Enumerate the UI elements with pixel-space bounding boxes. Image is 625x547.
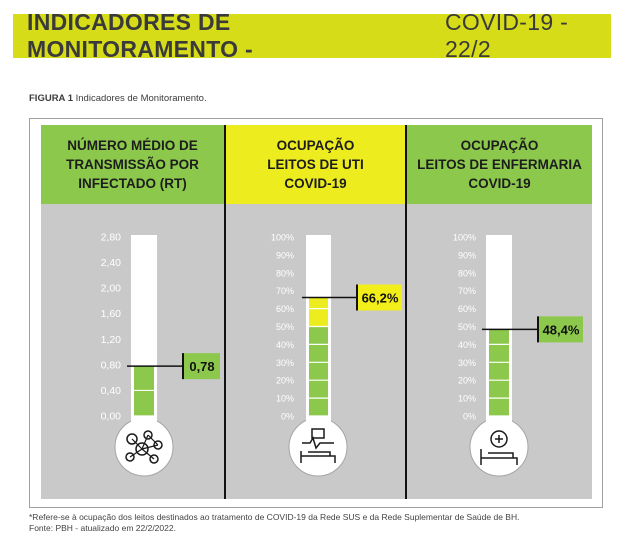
value-label-box xyxy=(539,316,583,343)
monitor-shape xyxy=(311,428,325,439)
tick-label: 80% xyxy=(276,268,294,278)
network-link xyxy=(131,438,143,450)
tick-label: 10% xyxy=(458,394,476,404)
thermometer-bulb xyxy=(114,417,174,477)
figure-label: FIGURA 1 xyxy=(29,93,73,104)
footnote-text: *Refere-se à ocupação dos leitos destina… xyxy=(29,512,520,522)
thermometer-bulb xyxy=(288,417,348,477)
tick-label: 40% xyxy=(458,340,476,350)
tick-label: 30% xyxy=(458,358,476,368)
value-label-box xyxy=(184,353,220,380)
tick-label: 50% xyxy=(276,322,294,332)
value-label: 48,4% xyxy=(543,322,580,337)
banner-title-bold: INDICADORES DE MONITORAMENTO - xyxy=(27,9,253,62)
tick-label: 100% xyxy=(453,233,476,243)
tick-label: 10% xyxy=(276,394,294,404)
network-link xyxy=(147,434,159,446)
panel-title-line: OCUPAÇÃO xyxy=(276,138,355,153)
tick-label: 30% xyxy=(276,358,294,368)
virus-node xyxy=(143,430,153,440)
cross-circle xyxy=(490,430,508,448)
enfermaria-thermometer-chart: 0% 10% 20% 30% 40% 50% 60% 70% 80% 90% 100% 48,4% xyxy=(453,233,583,477)
rt-thermometer-chart: 0,00 0,40 0,80 1,20 1,60 2,00 2,40 2,80 0,78 xyxy=(101,232,220,477)
thermometer-fill-segment xyxy=(309,297,328,327)
network-link xyxy=(129,448,143,458)
panel-title-line: OCUPAÇÃO xyxy=(460,138,539,153)
ward-bed-icon xyxy=(480,430,518,465)
figure-caption-text: Indicadores de Monitoramento. xyxy=(75,93,207,104)
virus-node xyxy=(135,442,149,456)
tick-label: 1,60 xyxy=(101,308,122,320)
heartbeat-line xyxy=(302,436,334,450)
panel-title-line: INFECTADO (RT) xyxy=(78,176,187,191)
value-label: 0,78 xyxy=(189,359,214,374)
tick-label: 20% xyxy=(276,376,294,386)
tick-label: 60% xyxy=(458,304,476,314)
source-text: Fonte: PBH - atualizado em 22/2/2022. xyxy=(29,523,176,533)
tick-label: 70% xyxy=(276,286,294,296)
panel-title-line: LEITOS DE UTI xyxy=(267,157,364,172)
network-link xyxy=(141,448,155,460)
virus-network-icon xyxy=(125,430,163,464)
panel-title-line: NÚMERO MÉDIO DE xyxy=(67,138,198,153)
tick-label: 0,00 xyxy=(101,411,122,423)
virus-node xyxy=(126,433,138,445)
panel-title-line: COVID-19 xyxy=(468,176,531,191)
value-label: 66,2% xyxy=(362,291,399,306)
tick-label: 2,80 xyxy=(101,232,122,244)
medical-cross xyxy=(495,435,503,443)
panel-header-rt: NÚMERO MÉDIO DE TRANSMISSÃO POR INFECTAD… xyxy=(41,125,224,204)
panel-divider xyxy=(405,125,407,499)
page-banner: INDICADORES DE MONITORAMENTO - COVID-19 … xyxy=(13,9,611,62)
tick-label: 60% xyxy=(276,304,294,314)
tick-label: 20% xyxy=(458,376,476,386)
icu-bed-icon xyxy=(300,428,336,463)
bed-shape xyxy=(300,451,336,463)
uti-thermometer-chart: 0% 10% 20% 30% 40% 50% 60% 70% 80% 90% 100% 66,2% xyxy=(271,233,402,477)
tick-label: 1,20 xyxy=(101,334,122,346)
value-label-box xyxy=(358,284,402,311)
banner-title-date: COVID-19 - 22/2 xyxy=(444,9,569,62)
tick-label: 0% xyxy=(463,412,476,422)
panel-title-line: LEITOS DE ENFERMARIA xyxy=(417,157,582,172)
tick-label: 90% xyxy=(276,250,294,260)
virus-node xyxy=(149,454,159,464)
tick-label: 40% xyxy=(276,340,294,350)
figure-caption: FIGURA 1 Indicadores de Monitoramento. xyxy=(29,93,207,104)
tick-label: 2,40 xyxy=(101,257,122,269)
network-link xyxy=(141,434,149,450)
bed-shape xyxy=(480,449,518,465)
thermometer-fill-segment xyxy=(489,329,509,416)
panel-title-line: TRANSMISSÃO POR xyxy=(66,157,199,172)
panel-header-uti: OCUPAÇÃO LEITOS DE UTI COVID-19 xyxy=(226,125,405,204)
virus-node xyxy=(153,440,163,450)
figure-frame xyxy=(29,118,603,508)
tick-label: 70% xyxy=(458,286,476,296)
tick-label: 2,00 xyxy=(101,283,122,295)
network-link xyxy=(141,444,159,450)
thermometer-fill-segment xyxy=(309,326,328,416)
virus-node xyxy=(125,452,135,462)
tick-label: 0% xyxy=(281,412,294,422)
panel-rt: NÚMERO MÉDIO DE TRANSMISSÃO POR INFECTAD… xyxy=(41,125,224,499)
tick-label: 90% xyxy=(458,250,476,260)
panel-enfermaria: OCUPAÇÃO LEITOS DE ENFERMARIA COVID-19 0… xyxy=(407,125,592,499)
tick-label: 80% xyxy=(458,268,476,278)
panel-uti: OCUPAÇÃO LEITOS DE UTI COVID-19 0% 10% 20%… xyxy=(226,125,405,499)
tick-label: 0,80 xyxy=(101,359,122,371)
panel-divider xyxy=(224,125,226,499)
tick-label: 50% xyxy=(458,322,476,332)
thermometer-fill-segment xyxy=(134,366,154,416)
tick-label: 0,40 xyxy=(101,385,122,397)
panel-title-line: COVID-19 xyxy=(284,176,347,191)
tick-label: 100% xyxy=(271,233,294,243)
panel-header-enfermaria: OCUPAÇÃO LEITOS DE ENFERMARIA COVID-19 xyxy=(407,125,592,204)
